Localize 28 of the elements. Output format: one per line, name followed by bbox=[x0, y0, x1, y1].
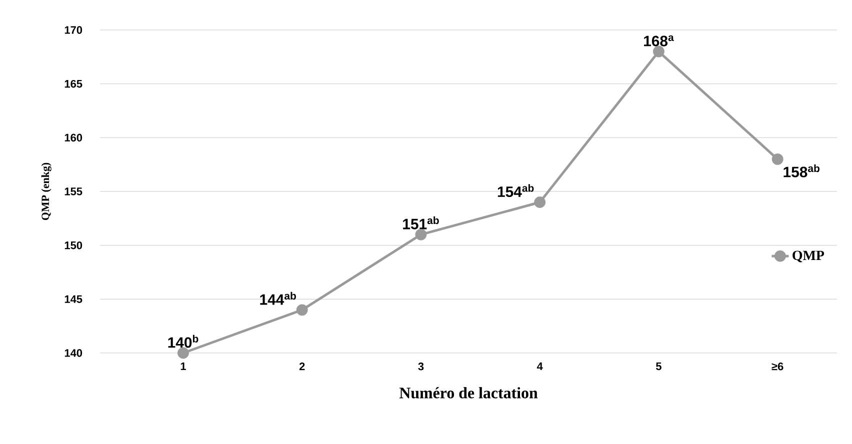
x-tick-label: 5 bbox=[656, 362, 662, 370]
y-tick-label: 160 bbox=[64, 134, 82, 142]
point bbox=[415, 228, 427, 240]
point bbox=[772, 153, 784, 165]
point bbox=[534, 196, 546, 208]
y-tick-label: 165 bbox=[64, 80, 82, 88]
x-tick-label: 1 bbox=[180, 362, 186, 370]
text: 144$^{ab}$ bbox=[260, 292, 296, 305]
x-tick-label: ≥6 bbox=[772, 362, 784, 370]
text: 140$^{b}$ bbox=[168, 334, 198, 348]
y-tick-label: 140 bbox=[64, 349, 82, 357]
y-tick-label: 145 bbox=[64, 295, 82, 303]
text: 158$^{ab}$ bbox=[784, 164, 820, 178]
x-tick-label: 2 bbox=[299, 362, 305, 370]
point bbox=[296, 304, 308, 316]
text: 168$^{a}$ bbox=[644, 35, 674, 46]
text: 154$^{ab}$ bbox=[498, 184, 534, 198]
x-tick-label: 3 bbox=[418, 362, 424, 370]
point bbox=[652, 46, 664, 58]
y-tick-label: 170 bbox=[64, 26, 82, 34]
x-tick-label: 4 bbox=[536, 362, 543, 370]
y-axis-title: QMP (enkg) bbox=[41, 162, 52, 220]
legend-label: QMP bbox=[792, 250, 824, 262]
x-axis-title: Numéro de lactation bbox=[399, 387, 538, 398]
point bbox=[177, 347, 189, 359]
y-tick-label: 155 bbox=[64, 188, 82, 196]
y-tick-label: 150 bbox=[64, 241, 82, 250]
text: 151$^{ab}$ bbox=[403, 216, 439, 230]
